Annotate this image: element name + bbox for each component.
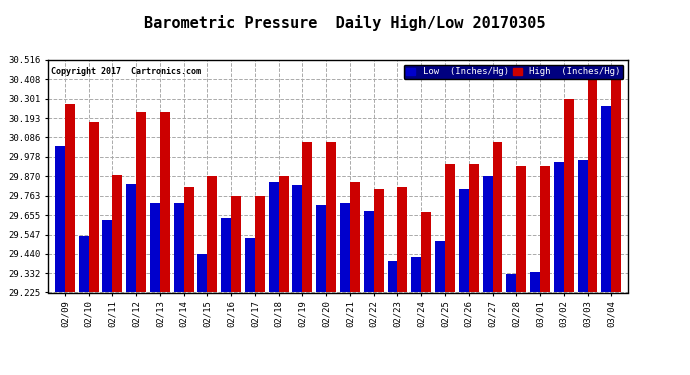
Bar [601, 106, 611, 292]
Bar [587, 64, 598, 292]
Bar [516, 165, 526, 292]
Bar [554, 162, 564, 292]
Bar [268, 182, 279, 292]
Bar [89, 122, 99, 292]
Bar [55, 146, 65, 292]
Bar [174, 203, 184, 292]
Bar [255, 196, 265, 292]
Bar [506, 274, 516, 292]
Bar [435, 241, 445, 292]
Bar [459, 189, 469, 292]
Bar [126, 183, 136, 292]
Bar [611, 68, 621, 292]
Bar [112, 174, 122, 292]
Bar [302, 142, 313, 292]
Bar [65, 104, 75, 292]
Bar [340, 203, 350, 292]
Bar [160, 111, 170, 292]
Bar [231, 196, 241, 292]
Bar [445, 164, 455, 292]
Bar [564, 99, 574, 292]
Bar [388, 261, 397, 292]
Bar [136, 111, 146, 292]
Text: Copyright 2017  Cartronics.com: Copyright 2017 Cartronics.com [51, 67, 201, 76]
Bar [279, 176, 288, 292]
Bar [316, 205, 326, 292]
Bar [326, 142, 336, 292]
Bar [364, 210, 374, 292]
Bar [102, 219, 112, 292]
Bar [411, 257, 421, 292]
Bar [540, 165, 550, 292]
Bar [150, 203, 160, 292]
Bar [208, 176, 217, 292]
Bar [184, 187, 194, 292]
Bar [530, 272, 540, 292]
Bar [374, 189, 384, 292]
Bar [482, 176, 493, 292]
Bar [469, 164, 479, 292]
Bar [293, 185, 302, 292]
Bar [221, 218, 231, 292]
Bar [350, 182, 360, 292]
Bar [397, 187, 408, 292]
Bar [79, 236, 89, 292]
Bar [197, 254, 208, 292]
Legend: Low  (Inches/Hg), High  (Inches/Hg): Low (Inches/Hg), High (Inches/Hg) [404, 64, 623, 79]
Bar [421, 212, 431, 292]
Bar [245, 238, 255, 292]
Bar [493, 142, 502, 292]
Text: Barometric Pressure  Daily High/Low 20170305: Barometric Pressure Daily High/Low 20170… [144, 15, 546, 31]
Bar [578, 160, 587, 292]
